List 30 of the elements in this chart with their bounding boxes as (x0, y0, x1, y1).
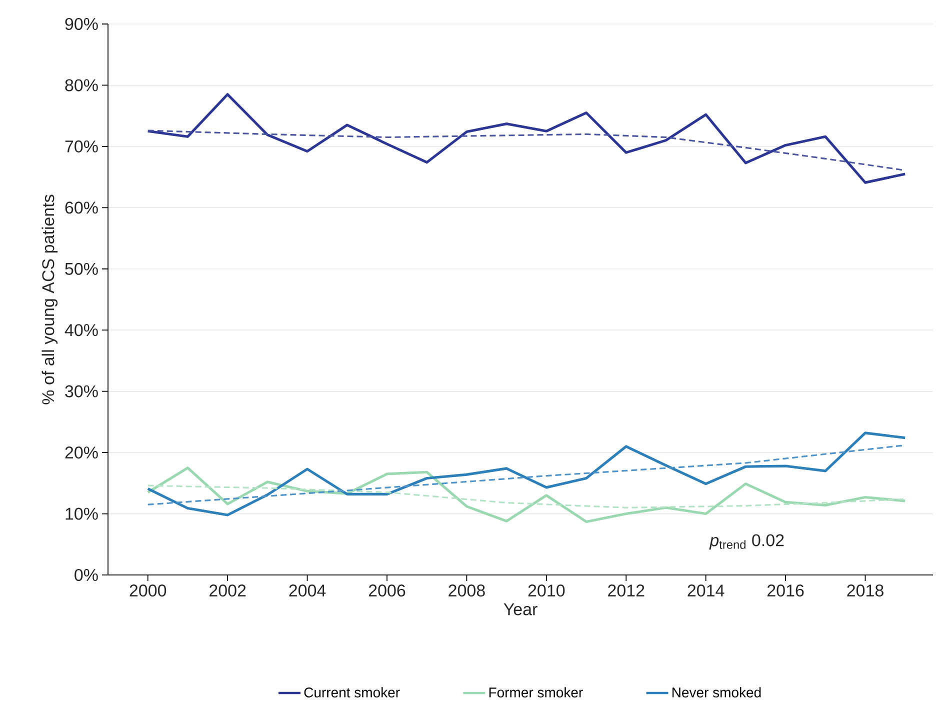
x-tick-label: 2014 (688, 584, 724, 597)
y-axis-title: % of all young ACS patients (42, 194, 58, 404)
x-axis-title: Year (504, 603, 538, 616)
x-tick-label: 2002 (210, 584, 246, 597)
y-tick-label: 30% (65, 385, 98, 398)
x-tick-label: 2008 (448, 584, 485, 597)
y-tick-label: 80% (65, 79, 98, 92)
x-tick-label: 2004 (289, 584, 326, 597)
y-tick-label: 50% (65, 262, 98, 275)
x-tick-label: 2006 (368, 584, 406, 597)
y-tick-label: 10% (66, 508, 98, 520)
legend-label: Former smoker (489, 687, 583, 698)
y-tick-label: 40% (64, 324, 98, 336)
line-series (146, 93, 906, 184)
x-tick-label: 2016 (767, 584, 804, 597)
y-tick-label: 70% (65, 140, 98, 152)
x-tick-label: 2018 (847, 584, 884, 597)
line-series (147, 484, 906, 508)
line-series (146, 432, 906, 516)
legend-label: Current smoker (304, 687, 400, 698)
legend-label: Never smoked (672, 687, 761, 698)
x-tick-label: 2010 (528, 584, 565, 597)
x-tick-label: 2000 (130, 584, 166, 597)
line-series (146, 466, 906, 524)
y-tick-label: 60% (65, 202, 98, 214)
y-tick-label: 0% (74, 568, 98, 582)
x-tick-label: 2012 (608, 584, 644, 597)
y-tick-label: 20% (65, 446, 98, 459)
annotation: p$_{trend}$ 0.02 (709, 534, 784, 550)
y-tick-label: 90% (65, 18, 98, 30)
